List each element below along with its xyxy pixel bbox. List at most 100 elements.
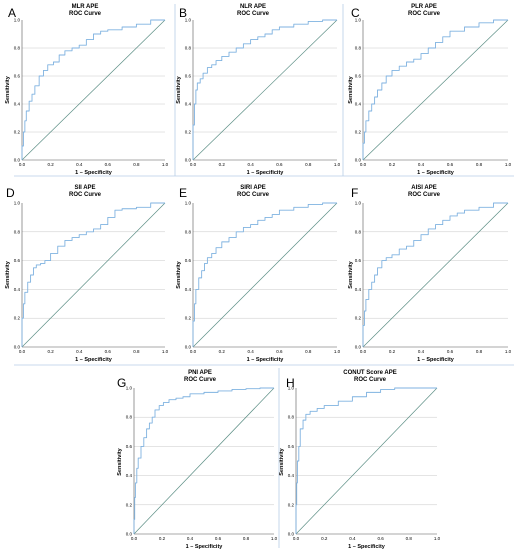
x-axis-label: 1 – Specificity	[247, 357, 285, 363]
x-tick-label: 0.4	[247, 349, 254, 354]
x-tick-label: 0.6	[377, 536, 384, 541]
y-tick-label: 0.2	[14, 130, 21, 135]
x-tick-label: 0.6	[447, 162, 454, 167]
chart-title: PNI APE	[188, 370, 212, 376]
reference-line	[295, 387, 438, 535]
x-tick-label: 0.8	[133, 162, 140, 167]
x-tick-label: 0.8	[305, 162, 312, 167]
y-axis-label: Sensitivity	[117, 447, 123, 475]
chart-title: SII APE	[74, 185, 95, 191]
chart-subtitle: ROC Curve	[237, 192, 270, 198]
y-tick-label: 0.8	[185, 46, 192, 51]
x-tick-label: 0.4	[418, 349, 425, 354]
x-tick-label: 1.0	[334, 349, 341, 354]
y-tick-label: 0.2	[185, 130, 192, 135]
y-tick-label: 0.8	[14, 229, 21, 234]
x-tick-label: 0.6	[447, 349, 454, 354]
y-tick-label: 0.2	[185, 316, 192, 321]
x-tick-label: 1.0	[434, 536, 441, 541]
y-tick-label: 0.6	[14, 74, 21, 79]
x-tick-label: 0.2	[389, 349, 396, 354]
x-tick-label: 0.4	[187, 536, 194, 541]
panel-letter: H	[286, 376, 295, 390]
y-tick-label: 0.4	[288, 473, 295, 478]
x-tick-label: 0.4	[247, 162, 254, 167]
panel-letter: E	[179, 186, 187, 200]
y-axis-label: Sensitivity	[5, 260, 11, 288]
y-tick-label: 0.2	[355, 130, 362, 135]
y-tick-label: 0.4	[14, 102, 21, 107]
panel-letter: G	[117, 376, 126, 390]
y-tick-label: 1.0	[288, 386, 295, 391]
chart-title: SIRI APE	[240, 185, 265, 191]
chart-subtitle: ROC Curve	[237, 11, 270, 17]
roc-curve	[362, 202, 508, 347]
chart-title: MLR APE	[72, 4, 99, 10]
x-tick-label: 0.0	[19, 162, 26, 167]
x-tick-label: 0.4	[418, 162, 425, 167]
x-tick-label: 1.0	[162, 349, 169, 354]
chart-title: AISI APE	[411, 185, 436, 191]
x-tick-label: 0.6	[276, 349, 283, 354]
x-tick-label: 0.4	[76, 349, 83, 354]
chart-subtitle: ROC Curve	[69, 192, 102, 198]
y-tick-label: 0.0	[126, 532, 133, 537]
x-tick-label: 0.2	[159, 536, 166, 541]
x-tick-label: 1.0	[162, 162, 169, 167]
y-tick-label: 0.2	[14, 316, 21, 321]
panel-letter: A	[8, 6, 16, 20]
x-axis-label: 1 – Specificity	[417, 357, 455, 363]
x-tick-label: 1.0	[334, 162, 341, 167]
y-tick-label: 0.8	[355, 229, 362, 234]
x-tick-label: 0.8	[133, 349, 140, 354]
x-tick-label: 0.0	[360, 162, 367, 167]
x-tick-label: 1.0	[505, 349, 512, 354]
y-tick-label: 0.4	[355, 102, 362, 107]
x-tick-label: 0.6	[105, 349, 112, 354]
x-tick-label: 0.6	[215, 536, 222, 541]
y-tick-label: 1.0	[185, 201, 192, 206]
x-tick-label: 0.6	[105, 162, 112, 167]
y-tick-label: 0.2	[288, 502, 295, 507]
y-tick-label: 0.6	[355, 74, 362, 79]
chart-subtitle: ROC Curve	[69, 11, 102, 17]
panel-letter: D	[6, 186, 15, 200]
roc-curve	[21, 19, 165, 160]
y-tick-label: 0.6	[126, 444, 133, 449]
y-tick-label: 0.6	[185, 258, 192, 263]
y-tick-label: 0.2	[126, 502, 133, 507]
y-tick-label: 0.6	[288, 444, 295, 449]
x-axis-label: 1 – Specificity	[348, 544, 386, 550]
x-axis-label: 1 – Specificity	[75, 170, 113, 176]
x-tick-label: 0.0	[293, 536, 300, 541]
y-axis-label: Sensitivity	[176, 75, 182, 103]
y-tick-label: 0.6	[185, 74, 192, 79]
y-tick-label: 0.6	[355, 258, 362, 263]
panel-letter: F	[351, 186, 358, 200]
y-axis-label: Sensitivity	[348, 75, 354, 103]
y-tick-label: 0.8	[185, 229, 192, 234]
y-tick-label: 0.0	[355, 345, 362, 350]
y-tick-label: 0.4	[126, 473, 133, 478]
x-axis-label: 1 – Specificity	[417, 170, 455, 176]
y-tick-label: 0.4	[14, 287, 21, 292]
roc-curve	[21, 202, 165, 347]
y-tick-label: 0.0	[14, 345, 21, 350]
x-tick-label: 0.2	[47, 162, 54, 167]
y-tick-label: 1.0	[355, 18, 362, 23]
y-axis-label: Sensitivity	[5, 75, 11, 103]
y-tick-label: 1.0	[185, 18, 192, 23]
panel-letter: C	[351, 6, 360, 20]
y-tick-label: 0.8	[355, 46, 362, 51]
x-tick-label: 1.0	[271, 536, 278, 541]
chart-title: PLR APE	[411, 4, 437, 10]
y-tick-label: 0.4	[185, 287, 192, 292]
roc-curve	[362, 19, 508, 160]
y-tick-label: 1.0	[14, 201, 21, 206]
x-tick-label: 0.2	[389, 162, 396, 167]
x-tick-label: 0.8	[305, 349, 312, 354]
